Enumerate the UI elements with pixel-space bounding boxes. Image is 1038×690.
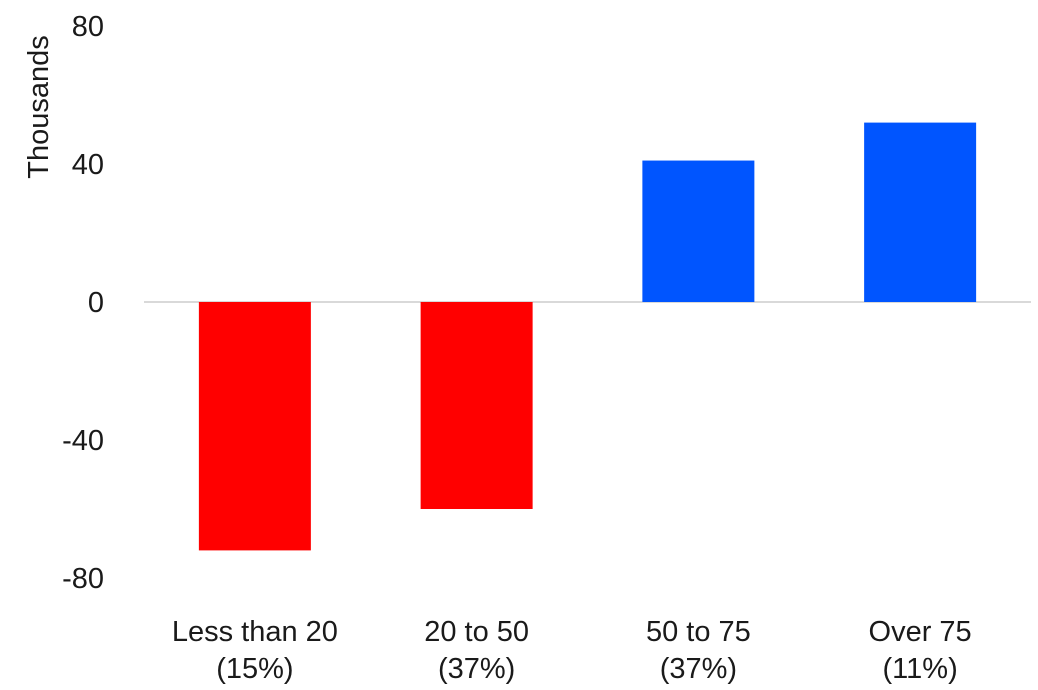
category-label: 20 to 50: [424, 616, 529, 648]
bar: [864, 122, 977, 302]
bar: [642, 160, 755, 302]
y-tick-label: -80: [62, 563, 104, 595]
category-share-label: (15%): [216, 653, 293, 685]
y-tick-label: 0: [88, 287, 104, 319]
category-label: Over 75: [869, 616, 972, 648]
y-tick-label: 80: [72, 11, 104, 43]
bars: [198, 122, 977, 551]
category-share-label: (37%): [660, 653, 737, 685]
y-tick-label: 40: [72, 149, 104, 181]
y-axis-title: Thousands: [23, 35, 55, 179]
y-tick-labels: 80 40 0 -40 -80: [62, 11, 104, 595]
bar: [198, 302, 311, 551]
category-labels: Less than 20 (15%) 20 to 50 (37%) 50 to 75 (3…: [172, 616, 972, 685]
category-label: 50 to 75: [646, 616, 751, 648]
y-tick-label: -40: [62, 425, 104, 457]
bar: [420, 302, 533, 509]
category-label: Less than 20: [172, 616, 338, 648]
category-share-label: (11%): [883, 653, 958, 685]
category-share-label: (37%): [438, 653, 515, 685]
